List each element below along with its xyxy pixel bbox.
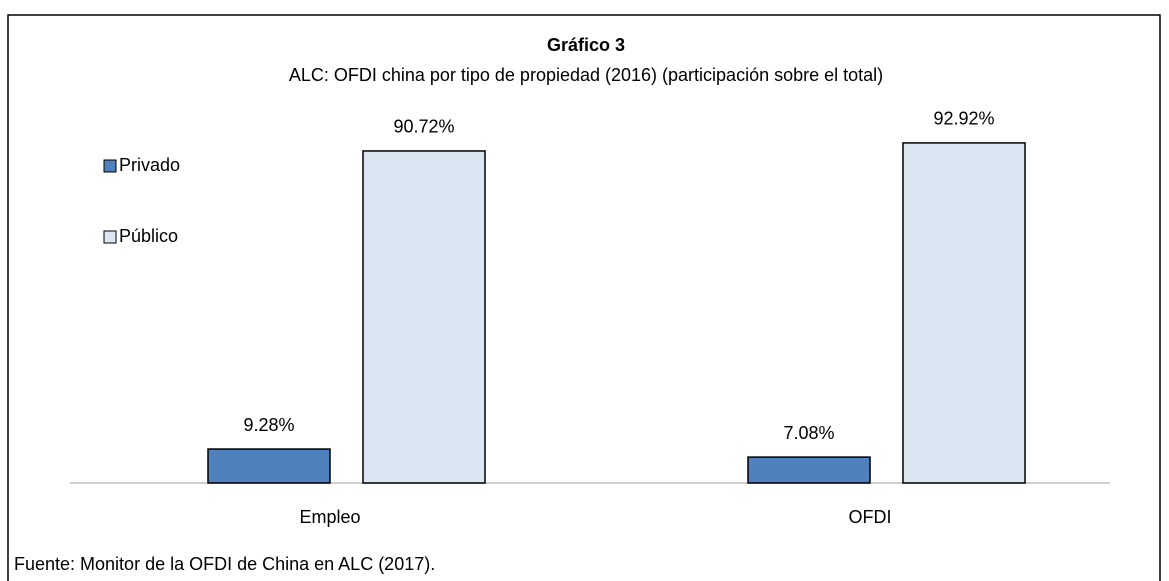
legend-label: Privado — [119, 155, 180, 175]
chart-subtitle: ALC: OFDI china por tipo de propiedad (2… — [289, 65, 883, 85]
data-label: 9.28% — [243, 415, 294, 435]
bar — [747, 456, 871, 484]
data-label: 92.92% — [933, 109, 994, 129]
x-tick-label: OFDI — [849, 507, 892, 527]
x-tick-label: Empleo — [299, 507, 360, 527]
chart-title: Gráfico 3 — [547, 35, 625, 55]
data-label: 90.72% — [393, 117, 454, 137]
source-note: Fuente: Monitor de la OFDI de China en A… — [14, 554, 435, 574]
bar — [362, 150, 486, 484]
data-label: 7.08% — [783, 423, 834, 443]
bar — [207, 448, 331, 484]
legend-label: Público — [119, 226, 178, 246]
bar — [902, 142, 1026, 484]
frame — [7, 14, 1161, 581]
legend-swatch — [103, 230, 117, 244]
legend-swatch — [103, 159, 117, 173]
